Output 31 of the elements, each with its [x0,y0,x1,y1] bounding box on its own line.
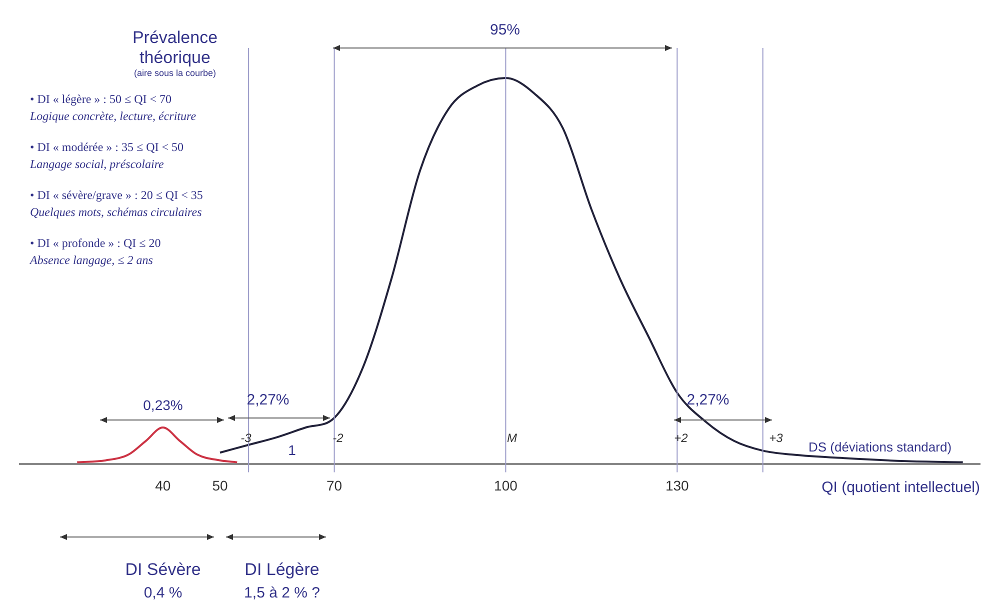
annotation: +2 [674,431,688,445]
annotation: Quelques mots, schémas circulaires [30,205,203,220]
annotation: DS (déviations standard) [808,440,952,454]
annotation: Logique concrète, lecture, écriture [30,109,198,124]
annotation: • DI « modérée » : 35 ≤ QI < 50 [30,140,185,155]
annotation: Absence langage, ≤ 2 ans [30,253,154,268]
annotation: 1 [288,442,296,458]
annotation: -2 [332,431,344,445]
annotation: M [507,431,517,445]
annotation: • DI « profonde » : QI ≤ 20 [30,236,162,251]
text: 1,5 à 2 % ? [244,584,320,602]
annotation: -3 [240,431,252,445]
annotation: Langage social, préscolaire [30,157,165,172]
x-tick-label: 70 [326,477,342,494]
annotation: 2,27% [686,392,730,408]
text: 0,4 % [144,584,182,602]
annotation: • DI « légère » : 50 ≤ QI < 70 [30,92,173,107]
x-tick-label: 40 [155,477,171,494]
text: 95% [490,22,520,38]
chart-subtitle: (aire sous la courbe) [132,68,218,78]
annotation: • DI « sévère/grave » : 20 ≤ QI < 35 [30,188,204,203]
text: DI Sévère [125,560,201,580]
x-tick-label: 130 [665,477,690,494]
x-tick-label: 100 [494,477,518,494]
x-axis-title: QI (quotient intellectuel) [822,478,980,496]
x-tick-label: 50 [212,477,228,494]
annotation: +3 [769,431,783,445]
annotation: 0,23% [143,397,183,413]
annotation: 2,27% [246,392,290,408]
text: DI Légère [244,560,320,580]
chart-title: Prévalence théorique [131,28,219,68]
